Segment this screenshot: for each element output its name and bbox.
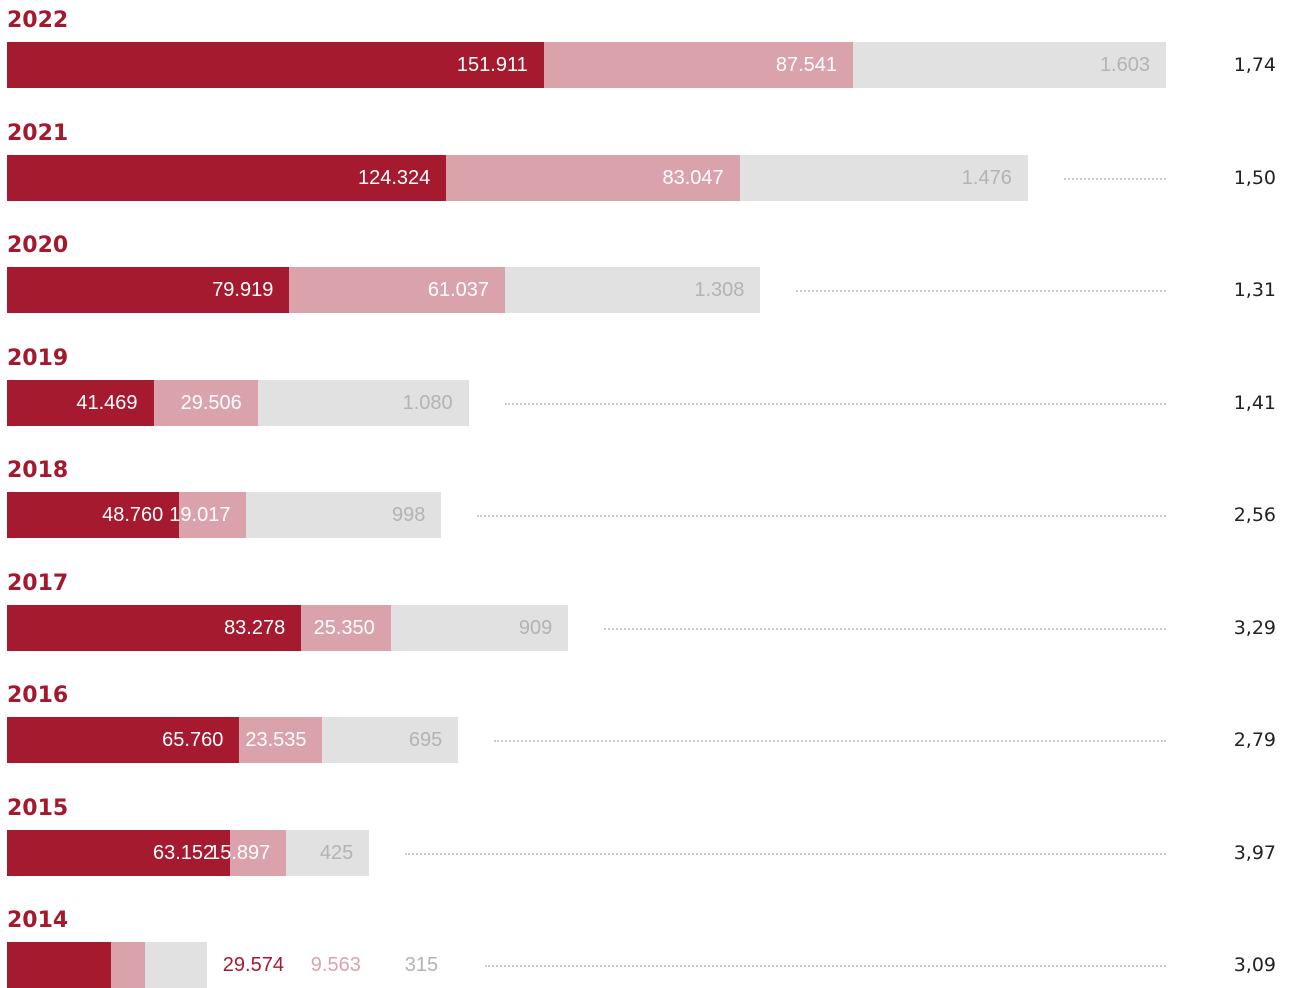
- data-label-series-1: 79.919: [212, 279, 274, 301]
- data-label-series-3: 1.080: [402, 391, 453, 414]
- data-label-series-3: 909: [518, 616, 553, 639]
- year-label: 2020: [7, 233, 69, 258]
- ratio-value: 3,29: [1233, 616, 1276, 639]
- bar-segment-series-3: [505, 267, 761, 313]
- data-label-series-2: 83.047: [662, 166, 724, 189]
- bar-segment-series-2: [111, 942, 146, 988]
- data-label-series-1: 151.911: [456, 54, 528, 76]
- ratio-value: 1,41: [1233, 391, 1276, 414]
- bar-segment-series-1: [7, 154, 447, 201]
- bar-segment-series-2: [543, 42, 853, 88]
- bar-segment-series-2: [239, 717, 323, 763]
- ratio-value: 1,74: [1233, 54, 1276, 76]
- data-label-series-3: 315: [404, 954, 439, 976]
- bar-segment-series-1: [7, 717, 240, 763]
- leader-dots: [494, 740, 1166, 742]
- leader-dots: [504, 402, 1166, 405]
- bar-segment-series-3: [322, 717, 459, 763]
- data-label-series-3: 998: [391, 504, 426, 526]
- bar-segment-series-1: [7, 267, 290, 313]
- data-label-series-2: 23.535: [245, 729, 307, 751]
- bar-segment-series-3: [145, 942, 207, 988]
- bar-segment-series-2: [301, 604, 391, 651]
- leader-dots: [405, 852, 1166, 855]
- bar-segment-series-1: [7, 379, 154, 426]
- data-label-series-3: 1.603: [1099, 54, 1150, 76]
- data-label-series-3: 695: [408, 729, 443, 751]
- ratio-value: 3,09: [1233, 954, 1276, 976]
- bar-segment-series-1: [7, 829, 231, 876]
- year-label: 2016: [7, 683, 69, 708]
- ratio-value: 1,50: [1233, 166, 1276, 189]
- leader-dots: [796, 290, 1166, 292]
- data-label-series-2: 19.017: [169, 504, 231, 526]
- bar-segment-series-3: [286, 829, 370, 876]
- data-label-series-3: 425: [319, 841, 354, 864]
- bar-segment-series-3: [257, 379, 469, 426]
- leader-dots: [477, 515, 1166, 517]
- leader-dots: [604, 627, 1166, 630]
- bar-segment-series-1: [7, 604, 302, 651]
- data-label-series-1: 124.324: [357, 166, 431, 189]
- bar-segment-series-3: [853, 42, 1166, 88]
- data-label-series-2: 29.506: [180, 391, 242, 414]
- bar-segment-series-2: [446, 154, 740, 201]
- bar-segment-series-2: [289, 267, 505, 313]
- data-label-series-1: 83.278: [224, 616, 286, 639]
- ratio-value: 2,79: [1233, 729, 1276, 751]
- ratio-value: 1,31: [1233, 279, 1276, 301]
- data-label-series-2: 87.541: [775, 54, 837, 76]
- year-label: 2019: [7, 345, 69, 371]
- data-label-series-3: 1.308: [694, 279, 745, 301]
- bar-segment-series-1: [7, 42, 544, 88]
- year-label: 2014: [7, 908, 69, 933]
- bar-segment-series-2: [179, 492, 247, 538]
- bar-segment-series-3: [739, 154, 1028, 201]
- bar-segment-series-3: [246, 492, 442, 538]
- year-label: 2021: [7, 120, 69, 146]
- data-label-series-1: 29.574: [222, 954, 284, 976]
- bar-segment-series-2: [230, 829, 287, 876]
- data-label-series-2: 25.350: [313, 616, 375, 639]
- ratio-value: 2,56: [1233, 504, 1276, 526]
- data-label-series-1: 65.760: [162, 729, 224, 751]
- data-label-series-2: 15.897: [209, 841, 271, 864]
- data-label-series-2: 61.037: [427, 279, 490, 301]
- data-label-series-2: 9.563: [310, 954, 361, 976]
- year-label: 2022: [7, 8, 69, 33]
- data-label-series-1: 48.760: [102, 504, 164, 526]
- year-label: 2015: [7, 795, 69, 821]
- data-label-series-1: 63.152: [152, 841, 215, 864]
- bar-segment-series-2: [153, 379, 258, 426]
- ratio-value: 3,97: [1233, 841, 1276, 864]
- bar-segment-series-1: [7, 942, 112, 988]
- data-label-series-3: 1.476: [961, 166, 1012, 189]
- bar-segment-series-1: [7, 492, 180, 538]
- year-label: 2018: [7, 458, 69, 483]
- data-label-series-1: 41.469: [76, 391, 138, 414]
- bar-segment-series-3: [390, 604, 569, 651]
- year-label: 2017: [7, 570, 69, 596]
- leader-dots: [485, 965, 1166, 967]
- leader-dots: [1063, 177, 1166, 180]
